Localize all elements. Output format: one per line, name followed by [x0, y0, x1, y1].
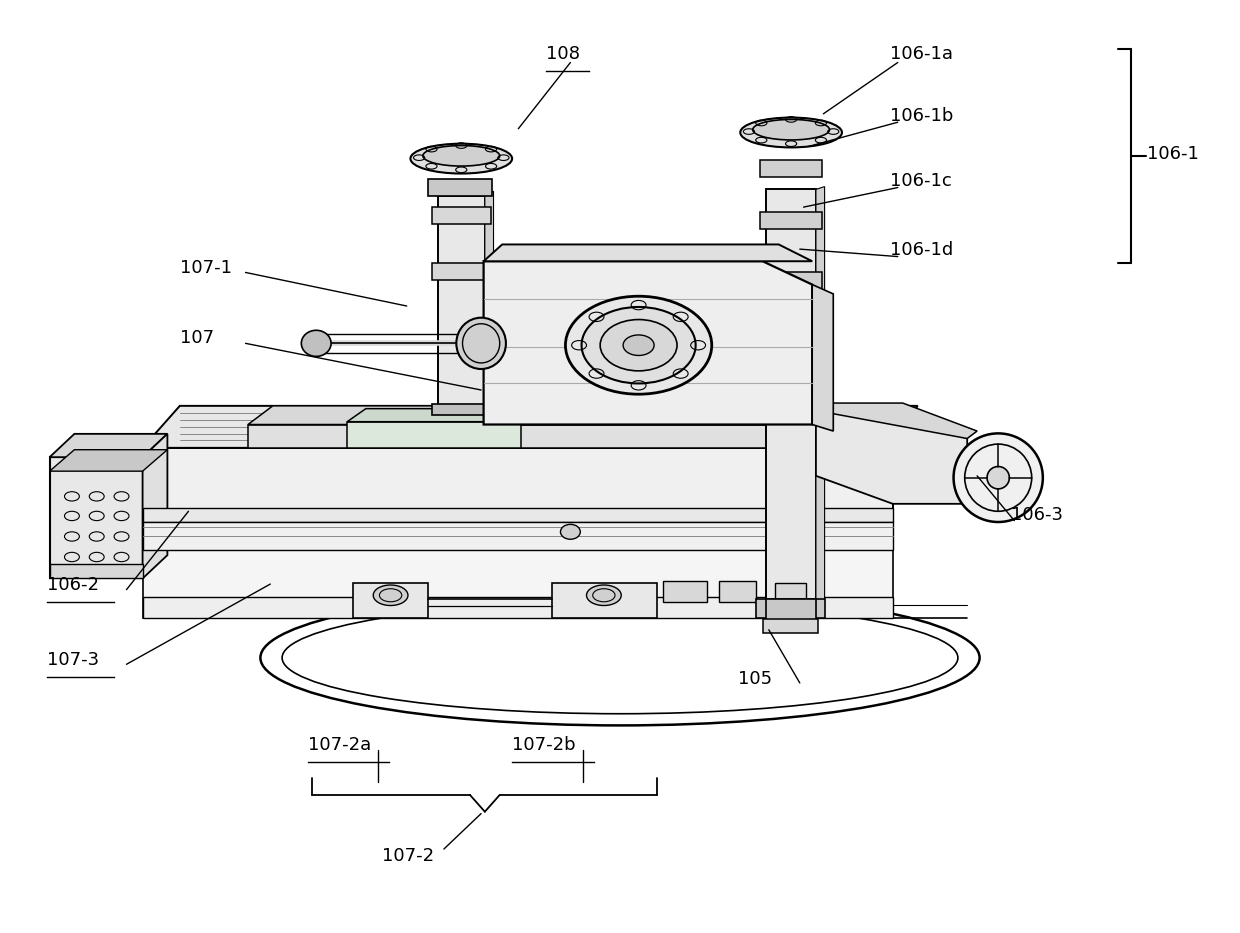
Ellipse shape: [600, 319, 677, 371]
Text: 106-1c: 106-1c: [890, 172, 952, 190]
Ellipse shape: [582, 307, 696, 383]
Bar: [432, 404, 491, 415]
Bar: [719, 581, 756, 602]
Ellipse shape: [373, 585, 408, 606]
Ellipse shape: [456, 317, 506, 369]
Bar: [760, 272, 822, 289]
Polygon shape: [485, 191, 494, 411]
Text: 106-2: 106-2: [47, 576, 99, 594]
Bar: [766, 599, 816, 622]
Text: 105: 105: [738, 670, 773, 689]
Text: 106-1a: 106-1a: [890, 45, 954, 63]
Polygon shape: [50, 457, 143, 578]
Bar: [763, 619, 818, 633]
Bar: [760, 160, 822, 177]
Ellipse shape: [301, 330, 331, 356]
Bar: [756, 599, 825, 618]
Text: 106-1d: 106-1d: [890, 241, 954, 259]
Polygon shape: [143, 448, 893, 522]
Bar: [432, 207, 491, 224]
Polygon shape: [143, 522, 893, 550]
Polygon shape: [816, 403, 977, 439]
Text: 107-2a: 107-2a: [308, 735, 371, 754]
Polygon shape: [812, 285, 833, 431]
Polygon shape: [347, 409, 539, 422]
Text: 107: 107: [180, 328, 215, 347]
Polygon shape: [248, 425, 818, 448]
Text: 107-2b: 107-2b: [512, 735, 575, 754]
Ellipse shape: [753, 119, 830, 140]
Text: 106-1b: 106-1b: [890, 106, 954, 125]
Text: 107-1: 107-1: [180, 258, 232, 277]
Polygon shape: [248, 406, 843, 425]
Ellipse shape: [624, 335, 655, 355]
Polygon shape: [50, 564, 143, 578]
Polygon shape: [816, 187, 825, 605]
Polygon shape: [50, 434, 167, 457]
Ellipse shape: [987, 466, 1009, 489]
Polygon shape: [143, 406, 918, 448]
Text: 107-3: 107-3: [47, 650, 99, 669]
Bar: [775, 583, 806, 602]
Text: 106-1: 106-1: [1147, 145, 1199, 163]
Bar: [760, 212, 822, 229]
Polygon shape: [816, 411, 967, 504]
Polygon shape: [143, 434, 167, 578]
Ellipse shape: [423, 146, 500, 166]
Polygon shape: [347, 422, 521, 448]
Bar: [438, 196, 485, 411]
Polygon shape: [143, 508, 893, 522]
Ellipse shape: [954, 433, 1043, 522]
Polygon shape: [552, 583, 657, 618]
Bar: [432, 263, 491, 280]
Bar: [428, 179, 492, 196]
Text: 108: 108: [546, 45, 579, 63]
Ellipse shape: [410, 144, 512, 174]
Polygon shape: [353, 583, 428, 618]
Ellipse shape: [560, 524, 580, 539]
Ellipse shape: [740, 118, 842, 147]
Text: 106-3: 106-3: [1011, 506, 1063, 524]
Ellipse shape: [565, 297, 712, 394]
Polygon shape: [484, 244, 812, 261]
Polygon shape: [484, 261, 812, 425]
Ellipse shape: [587, 585, 621, 606]
Bar: [663, 581, 707, 602]
Polygon shape: [143, 522, 893, 618]
Bar: [766, 189, 816, 605]
Polygon shape: [143, 597, 893, 618]
Polygon shape: [50, 450, 167, 471]
Text: 107-2: 107-2: [382, 847, 434, 866]
Bar: [760, 338, 822, 355]
